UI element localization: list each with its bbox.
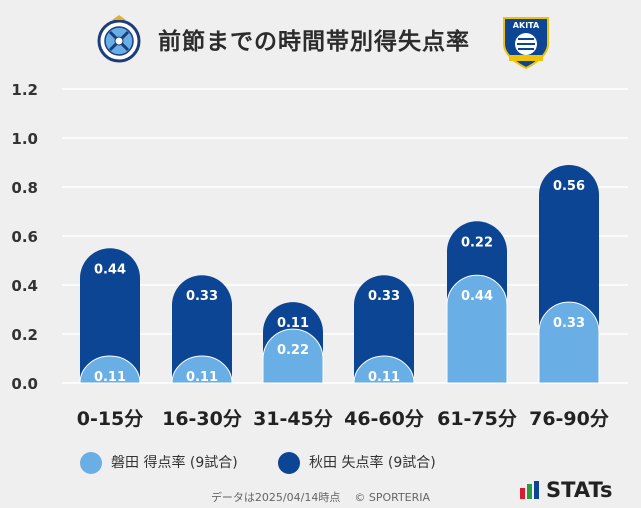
- x-tick-label: 16-30分: [162, 408, 242, 430]
- data-label-series-b: 0.11: [277, 316, 309, 331]
- data-label-series-a: 0.22: [277, 343, 309, 358]
- svg-text:AKITA: AKITA: [513, 21, 540, 30]
- stats-brand-text: STATs: [546, 478, 613, 502]
- y-tick-label: 0.0: [11, 375, 38, 393]
- jubilo-logo: [97, 15, 141, 63]
- x-tick-label: 76-90分: [529, 408, 609, 430]
- stats-brand: STATs: [520, 478, 612, 502]
- legend-label-a: 磐田 得点率 (9試合): [111, 455, 238, 471]
- bar-series-b: [80, 248, 140, 383]
- x-tick-label: 61-75分: [437, 408, 517, 430]
- data-label-series-b: 0.56: [553, 179, 585, 194]
- y-tick-label: 0.2: [11, 326, 38, 344]
- legend-swatch-b: [278, 452, 300, 474]
- bar-series-a: [171, 355, 233, 384]
- bar-series-a: [353, 355, 415, 384]
- legend-item-series-a: 磐田 得点率 (9試合): [80, 452, 238, 474]
- x-tick-label: 31-45分: [253, 408, 333, 430]
- y-tick-label: 0.8: [11, 179, 38, 197]
- data-label-series-a: 0.11: [94, 370, 126, 385]
- y-tick-label: 1.0: [11, 130, 38, 148]
- bar-series-a: [79, 355, 141, 384]
- data-label-series-b: 0.33: [368, 289, 400, 304]
- y-tick-label: 0.6: [11, 228, 38, 246]
- data-label-series-a: 0.11: [368, 370, 400, 385]
- legend-label-b: 秋田 失点率 (9試合): [309, 455, 436, 471]
- credit: © SPORTERIA: [354, 491, 431, 504]
- legend-item-series-b: 秋田 失点率 (9試合): [278, 452, 436, 474]
- bar-chart: 0.00.20.40.60.81.01.2 0.440.110.330.110.…: [11, 81, 628, 430]
- bar-series-b: [354, 275, 414, 383]
- x-tick-label: 46-60分: [344, 408, 424, 430]
- legend-swatch-a: [80, 452, 102, 474]
- page-title: 前節までの時間帯別得失点率: [158, 29, 470, 55]
- y-axis-ticks: 0.0 0.2 0.4 0.6 0.8 1.0 1.2: [11, 81, 38, 393]
- data-label-series-a: 0.11: [186, 370, 218, 385]
- x-tick-label: 0-15分: [77, 408, 144, 430]
- y-tick-label: 0.4: [11, 277, 38, 295]
- data-label-series-a: 0.33: [553, 316, 585, 331]
- gridlines: [62, 88, 628, 384]
- data-label-series-a: 0.44: [461, 289, 493, 304]
- bar-series-b: [172, 275, 232, 383]
- bars: 0.44 0.11 0.33 0.11 0.11 0.22 0.33 0.11 0.22 0.44…: [79, 164, 600, 385]
- data-label-series-b: 0.33: [186, 289, 218, 304]
- blaublitz-logo: AKITA: [503, 17, 549, 70]
- x-axis-ticks: 0-15分 16-30分 31-45分 46-60分 61-75分 76-90分: [77, 408, 609, 430]
- data-label-series-b: 0.22: [461, 235, 493, 250]
- stats-logo-icon: [520, 481, 539, 499]
- y-tick-label: 1.2: [11, 81, 38, 99]
- bar-series-a: [538, 301, 600, 384]
- data-date-note: データは2025/04/14時点: [210, 491, 341, 504]
- footer-note: データは2025/04/14時点 © SPORTERIA: [0, 489, 641, 505]
- data-label-series-b: 0.44: [94, 262, 126, 277]
- bar-series-a: [262, 328, 324, 384]
- bar-series-a: [446, 274, 508, 384]
